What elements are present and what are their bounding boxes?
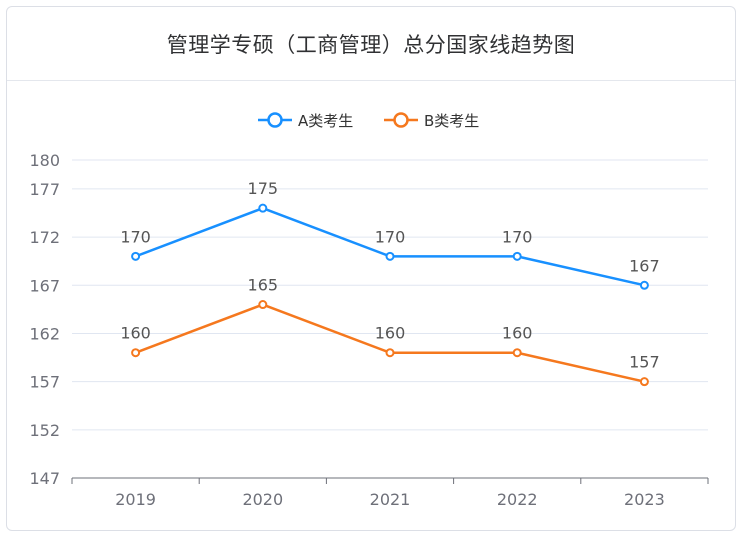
data-point: [639, 377, 649, 387]
y-tick-label: 162: [29, 324, 60, 343]
chart-header: 管理学专硕（工商管理）总分国家线趋势图: [7, 7, 735, 81]
chart-title: 管理学专硕（工商管理）总分国家线趋势图: [166, 32, 576, 57]
series-line-a: [135, 206, 645, 287]
data-label: 170: [502, 227, 533, 246]
chart-card: 管理学专硕（工商管理）总分国家线趋势图: [6, 6, 736, 531]
legend-label-b: B类考生: [424, 112, 479, 130]
data-point: [512, 251, 522, 261]
x-tick-label: 2020: [242, 490, 283, 509]
y-tick-label: 172: [29, 228, 60, 247]
data-label: 170: [120, 227, 151, 246]
y-tick-label: 157: [29, 373, 60, 392]
data-label: 160: [375, 324, 406, 343]
data-point: [131, 251, 141, 261]
data-point: [258, 203, 268, 213]
data-point: [258, 300, 268, 310]
legend-marker-b: [393, 112, 409, 128]
data-label: 167: [629, 256, 660, 275]
y-tick-label: 177: [29, 180, 60, 199]
data-label: 160: [120, 324, 151, 343]
x-tick-label: 2022: [497, 490, 538, 509]
x-tick-label: 2021: [370, 490, 411, 509]
y-tick-label: 147: [29, 469, 60, 488]
data-label: 165: [248, 276, 279, 295]
x-tick-label: 2023: [624, 490, 665, 509]
y-tick-label: 167: [29, 276, 60, 295]
y-tick-label: 152: [29, 421, 60, 440]
data-label: 157: [629, 353, 660, 372]
series-line-b: [135, 303, 645, 383]
data-point: [131, 348, 141, 358]
data-point: [512, 348, 522, 358]
data-point: [639, 280, 649, 290]
data-label: 175: [248, 179, 279, 198]
data-label: 160: [502, 324, 533, 343]
y-tick-label: 180: [29, 151, 60, 170]
data-point: [385, 251, 395, 261]
legend-marker-a: [267, 112, 283, 128]
data-point: [385, 348, 395, 358]
x-tick-label: 2019: [115, 490, 156, 509]
legend-label-a: A类考生: [298, 112, 353, 130]
data-label: 170: [375, 227, 406, 246]
